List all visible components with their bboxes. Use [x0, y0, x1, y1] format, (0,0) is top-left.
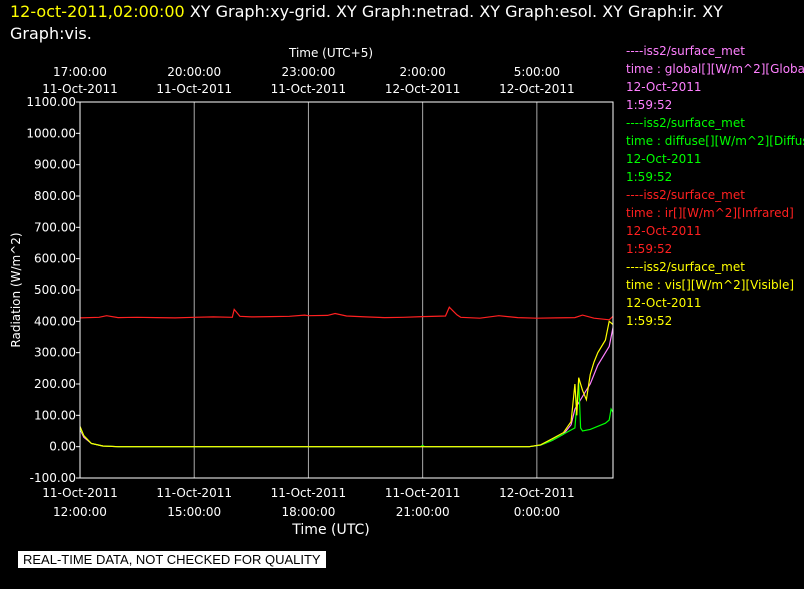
y-tick-label: 400.00: [34, 314, 76, 328]
legend-date: 12-Oct-2011: [626, 296, 702, 310]
legend-field: time : global[][W/m^2][Global: [626, 62, 804, 76]
y-tick-label: 1100.00: [26, 95, 76, 109]
legend-field: time : ir[][W/m^2][Infrared]: [626, 206, 794, 220]
legend-date: 12-Oct-2011: [626, 224, 702, 238]
y-tick-label: 700.00: [34, 220, 76, 234]
top-tick-date: 12-Oct-2011: [499, 82, 575, 96]
x-tick-date: 11-Oct-2011: [271, 486, 347, 500]
x-tick-date: 11-Oct-2011: [42, 486, 118, 500]
top-tick-date: 11-Oct-2011: [271, 82, 347, 96]
graph-list: XY Graph:xy-grid. XY Graph:netrad. XY Gr…: [10, 2, 723, 43]
quality-disclaimer: REAL-TIME DATA, NOT CHECKED FOR QUALITY: [18, 551, 326, 568]
series-lines: [79, 306, 614, 448]
legend-time: 1:59:52: [626, 170, 673, 184]
legend-field: time : vis[][W/m^2][Visible]: [626, 278, 795, 292]
top-tick-time: 5:00:00: [514, 65, 560, 79]
legend-source: ----iss2/surface_met: [626, 116, 745, 130]
axis-ticks: 11-Oct-2011 12:00:00 11-Oct-2011 15:00:00 11…: [26, 65, 574, 519]
series-line-global: [79, 327, 614, 448]
x-tick-time: 21:00:00: [396, 505, 450, 519]
legend-source: ----iss2/surface_met: [626, 260, 745, 274]
top-tick-date: 11-Oct-2011: [42, 82, 118, 96]
legend-time: 1:59:52: [626, 242, 673, 256]
plot-frame: [79, 101, 614, 479]
x-tick-date: 12-Oct-2011: [499, 486, 575, 500]
y-tick-label: 1000.00: [26, 126, 76, 140]
top-tick-date: 12-Oct-2011: [385, 82, 461, 96]
series-line-vis: [79, 320, 614, 448]
top-tick-date: 11-Oct-2011: [156, 82, 232, 96]
plot-timestamp: 12-oct-2011,02:00:00: [10, 2, 185, 21]
y-tick-label: -100.00: [30, 471, 76, 485]
x-tick-time: 18:00:00: [281, 505, 335, 519]
top-tick-time: 20:00:00: [167, 65, 221, 79]
legend-date: 12-Oct-2011: [626, 80, 702, 94]
bottom-axis-label: Time (UTC): [291, 522, 369, 538]
top-tick-time: 23:00:00: [281, 65, 335, 79]
top-axis-label: Time (UTC+5): [288, 46, 373, 60]
y-tick-label: 300.00: [34, 346, 76, 360]
grid-lines: [79, 102, 538, 478]
top-tick-time: 17:00:00: [53, 65, 107, 79]
legend-time: 1:59:52: [626, 98, 673, 112]
y-tick-label: 0.00: [49, 440, 76, 454]
y-tick-label: 100.00: [34, 408, 76, 422]
top-tick-time: 2:00:00: [400, 65, 446, 79]
y-tick-label: 600.00: [34, 252, 76, 266]
y-tick-label: 800.00: [34, 189, 76, 203]
legend-date: 12-Oct-2011: [626, 152, 702, 166]
series-line-diffuse: [79, 380, 614, 448]
y-tick-label: 200.00: [34, 377, 76, 391]
y-tick-label: 900.00: [34, 158, 76, 172]
x-tick-time: 15:00:00: [167, 505, 221, 519]
x-tick-time: 12:00:00: [53, 505, 107, 519]
x-tick-date: 11-Oct-2011: [156, 486, 232, 500]
graph-title-bar: 12-oct-2011,02:00:00 XY Graph:xy-grid. X…: [10, 1, 800, 45]
legend-time: 1:59:52: [626, 314, 673, 328]
legend-source: ----iss2/surface_met: [626, 44, 745, 58]
legend-source: ----iss2/surface_met: [626, 188, 745, 202]
x-tick-time: 0:00:00: [514, 505, 560, 519]
y-axis-label: Radiation (W/m^2): [9, 232, 23, 347]
legend-field: time : diffuse[][W/m^2][Diffuse: [626, 134, 804, 148]
series-line-ir: [79, 306, 614, 321]
y-tick-label: 500.00: [34, 283, 76, 297]
x-tick-date: 11-Oct-2011: [385, 486, 461, 500]
